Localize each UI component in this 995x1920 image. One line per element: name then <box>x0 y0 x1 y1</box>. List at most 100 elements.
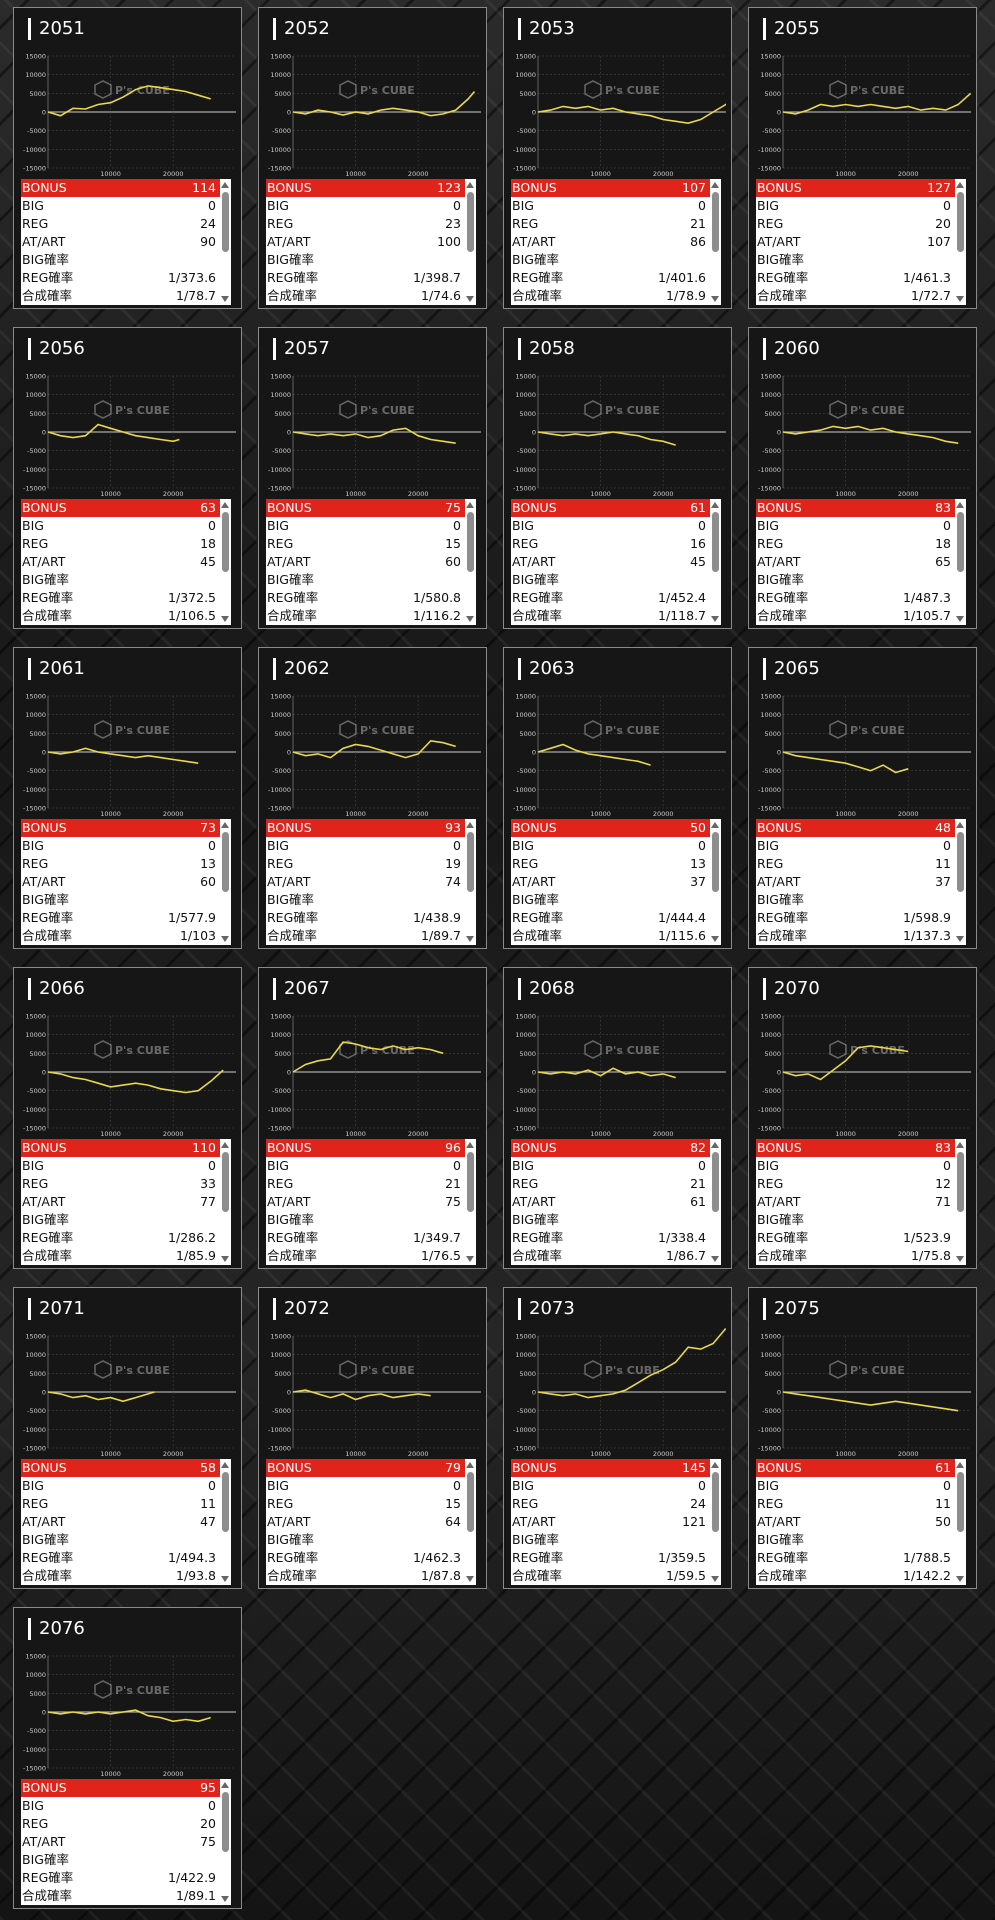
scroll-thumb[interactable] <box>957 1472 964 1532</box>
scroll-up-arrow-icon[interactable] <box>711 1462 719 1468</box>
machine-card[interactable]: 2053 15000 10000 5000 0 -5000 -10000 -15000 1000… <box>503 7 732 309</box>
stats-scrollbar[interactable] <box>710 179 721 305</box>
machine-card[interactable]: 2075 15000 10000 5000 0 -5000 -10000 -15000 1000… <box>748 1287 977 1589</box>
stats-scrollbar[interactable] <box>955 1459 966 1585</box>
stats-scrollbar[interactable] <box>220 1139 231 1265</box>
scroll-down-arrow-icon[interactable] <box>956 296 964 302</box>
machine-card[interactable]: 2063 15000 10000 5000 0 -5000 -10000 -15000 1000… <box>503 647 732 949</box>
scroll-down-arrow-icon[interactable] <box>711 1256 719 1262</box>
scroll-down-arrow-icon[interactable] <box>466 1256 474 1262</box>
scroll-thumb[interactable] <box>222 1792 229 1852</box>
scroll-up-arrow-icon[interactable] <box>466 502 474 508</box>
scroll-up-arrow-icon[interactable] <box>466 1142 474 1148</box>
machine-card[interactable]: 2066 15000 10000 5000 0 -5000 -10000 -15000 1000… <box>13 967 242 1269</box>
stats-scrollbar[interactable] <box>710 1459 721 1585</box>
scroll-up-arrow-icon[interactable] <box>956 502 964 508</box>
scroll-up-arrow-icon[interactable] <box>711 182 719 188</box>
machine-card[interactable]: 2068 15000 10000 5000 0 -5000 -10000 -15000 1000… <box>503 967 732 1269</box>
machine-card[interactable]: 2056 15000 10000 5000 0 -5000 -10000 -15000 1000… <box>13 327 242 629</box>
scroll-up-arrow-icon[interactable] <box>466 1462 474 1468</box>
scroll-down-arrow-icon[interactable] <box>466 616 474 622</box>
stats-scrollbar[interactable] <box>220 179 231 305</box>
scroll-up-arrow-icon[interactable] <box>956 822 964 828</box>
stats-scrollbar[interactable] <box>710 499 721 625</box>
scroll-thumb[interactable] <box>712 1152 719 1212</box>
scroll-thumb[interactable] <box>712 512 719 572</box>
machine-card[interactable]: 2065 15000 10000 5000 0 -5000 -10000 -15000 1000… <box>748 647 977 949</box>
scroll-down-arrow-icon[interactable] <box>956 616 964 622</box>
machine-card[interactable]: 2076 15000 10000 5000 0 -5000 -10000 -15000 1000… <box>13 1607 242 1909</box>
scroll-up-arrow-icon[interactable] <box>221 502 229 508</box>
stats-scrollbar[interactable] <box>710 1139 721 1265</box>
machine-card[interactable]: 2067 15000 10000 5000 0 -5000 -10000 -15000 1000… <box>258 967 487 1269</box>
machine-card[interactable]: 2073 15000 10000 5000 0 -5000 -10000 -15000 1000… <box>503 1287 732 1589</box>
scroll-down-arrow-icon[interactable] <box>711 616 719 622</box>
machine-card[interactable]: 2052 15000 10000 5000 0 -5000 -10000 -15000 1000… <box>258 7 487 309</box>
scroll-thumb[interactable] <box>712 1472 719 1532</box>
stats-scrollbar[interactable] <box>220 1459 231 1585</box>
machine-card[interactable]: 2055 15000 10000 5000 0 -5000 -10000 -15000 1000… <box>748 7 977 309</box>
scroll-up-arrow-icon[interactable] <box>956 182 964 188</box>
scroll-down-arrow-icon[interactable] <box>956 1576 964 1582</box>
stats-scrollbar[interactable] <box>220 499 231 625</box>
scroll-down-arrow-icon[interactable] <box>221 936 229 942</box>
scroll-up-arrow-icon[interactable] <box>221 822 229 828</box>
scroll-down-arrow-icon[interactable] <box>221 1256 229 1262</box>
scroll-thumb[interactable] <box>467 1472 474 1532</box>
scroll-thumb[interactable] <box>957 192 964 252</box>
stats-scrollbar[interactable] <box>465 1459 476 1585</box>
scroll-down-arrow-icon[interactable] <box>466 936 474 942</box>
machine-card[interactable]: 2051 15000 10000 5000 0 -5000 -10000 -15000 1000… <box>13 7 242 309</box>
machine-card[interactable]: 2061 15000 10000 5000 0 -5000 -10000 -15000 1000… <box>13 647 242 949</box>
scroll-thumb[interactable] <box>467 512 474 572</box>
scroll-thumb[interactable] <box>222 832 229 892</box>
stats-scrollbar[interactable] <box>465 499 476 625</box>
scroll-thumb[interactable] <box>222 1152 229 1212</box>
scroll-thumb[interactable] <box>957 832 964 892</box>
scroll-thumb[interactable] <box>222 512 229 572</box>
scroll-thumb[interactable] <box>222 192 229 252</box>
stats-scrollbar[interactable] <box>465 179 476 305</box>
scroll-down-arrow-icon[interactable] <box>221 1896 229 1902</box>
scroll-thumb[interactable] <box>222 1472 229 1532</box>
stats-scrollbar[interactable] <box>955 1139 966 1265</box>
scroll-up-arrow-icon[interactable] <box>956 1142 964 1148</box>
scroll-thumb[interactable] <box>467 192 474 252</box>
machine-card[interactable]: 2057 15000 10000 5000 0 -5000 -10000 -15000 1000… <box>258 327 487 629</box>
machine-card[interactable]: 2070 15000 10000 5000 0 -5000 -10000 -15000 1000… <box>748 967 977 1269</box>
stats-scrollbar[interactable] <box>220 1779 231 1905</box>
scroll-down-arrow-icon[interactable] <box>711 1576 719 1582</box>
scroll-down-arrow-icon[interactable] <box>221 296 229 302</box>
machine-card[interactable]: 2058 15000 10000 5000 0 -5000 -10000 -15000 1000… <box>503 327 732 629</box>
scroll-up-arrow-icon[interactable] <box>711 822 719 828</box>
machine-card[interactable]: 2072 15000 10000 5000 0 -5000 -10000 -15000 1000… <box>258 1287 487 1589</box>
scroll-thumb[interactable] <box>712 832 719 892</box>
scroll-down-arrow-icon[interactable] <box>956 936 964 942</box>
scroll-down-arrow-icon[interactable] <box>711 936 719 942</box>
scroll-up-arrow-icon[interactable] <box>221 182 229 188</box>
scroll-up-arrow-icon[interactable] <box>711 502 719 508</box>
stats-scrollbar[interactable] <box>955 499 966 625</box>
scroll-down-arrow-icon[interactable] <box>221 616 229 622</box>
scroll-up-arrow-icon[interactable] <box>221 1462 229 1468</box>
stats-scrollbar[interactable] <box>955 819 966 945</box>
scroll-down-arrow-icon[interactable] <box>711 296 719 302</box>
scroll-up-arrow-icon[interactable] <box>711 1142 719 1148</box>
scroll-thumb[interactable] <box>467 832 474 892</box>
machine-card[interactable]: 2071 15000 10000 5000 0 -5000 -10000 -15000 1000… <box>13 1287 242 1589</box>
scroll-up-arrow-icon[interactable] <box>466 822 474 828</box>
stats-scrollbar[interactable] <box>220 819 231 945</box>
scroll-up-arrow-icon[interactable] <box>221 1782 229 1788</box>
scroll-down-arrow-icon[interactable] <box>956 1256 964 1262</box>
scroll-down-arrow-icon[interactable] <box>466 1576 474 1582</box>
stats-scrollbar[interactable] <box>465 1139 476 1265</box>
scroll-down-arrow-icon[interactable] <box>221 1576 229 1582</box>
scroll-down-arrow-icon[interactable] <box>466 296 474 302</box>
scroll-thumb[interactable] <box>957 1152 964 1212</box>
scroll-thumb[interactable] <box>957 512 964 572</box>
machine-card[interactable]: 2062 15000 10000 5000 0 -5000 -10000 -15000 1000… <box>258 647 487 949</box>
machine-card[interactable]: 2060 15000 10000 5000 0 -5000 -10000 -15000 1000… <box>748 327 977 629</box>
stats-scrollbar[interactable] <box>955 179 966 305</box>
scroll-thumb[interactable] <box>467 1152 474 1212</box>
stats-scrollbar[interactable] <box>465 819 476 945</box>
